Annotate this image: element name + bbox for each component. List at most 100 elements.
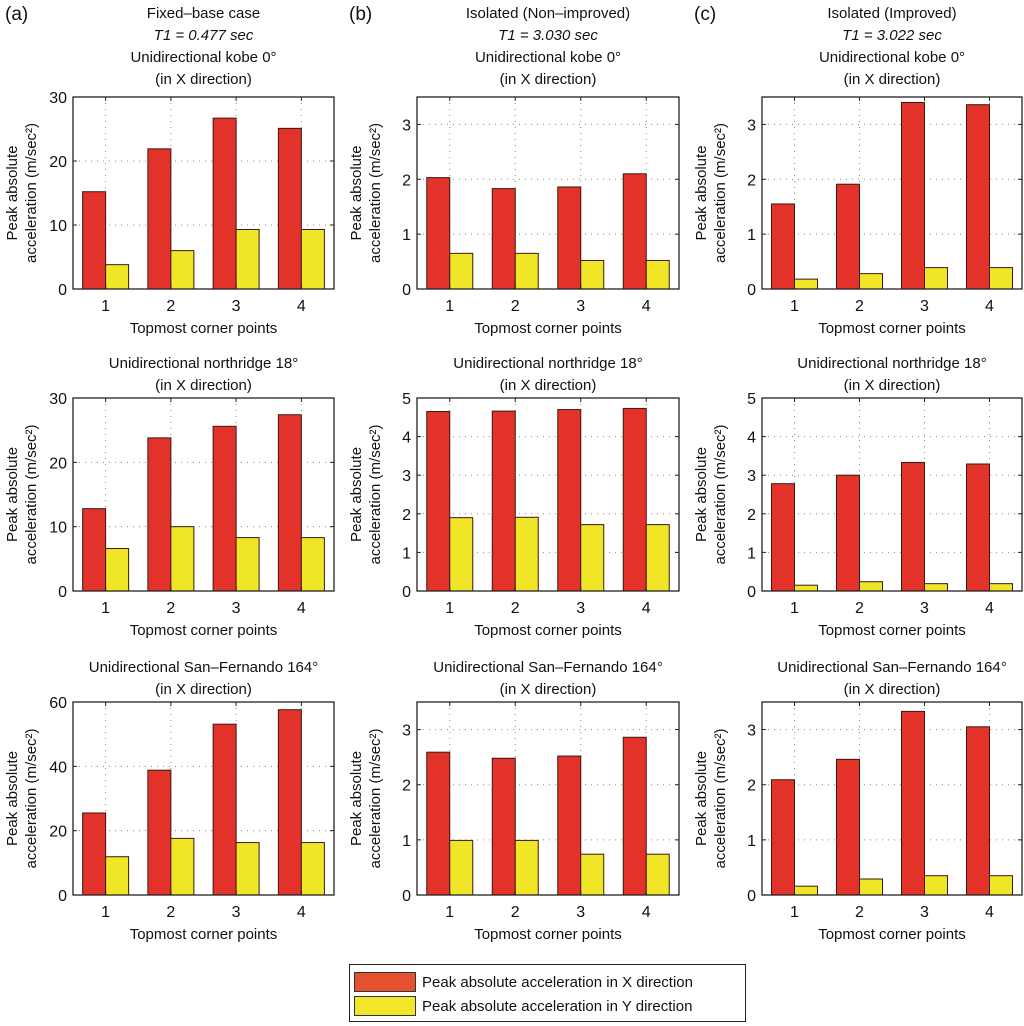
ytick-label: 0 (58, 888, 67, 905)
bar-x-direction (771, 779, 795, 896)
xtick-label: 2 (166, 600, 175, 617)
legend-swatch-y (354, 996, 416, 1016)
ytick-label: 20 (49, 154, 67, 171)
column-title: Isolated (Non–improved) (466, 5, 630, 22)
bar-y-direction (170, 250, 195, 290)
ytick-label: 60 (49, 695, 67, 712)
bar-y-direction (645, 524, 670, 592)
bar-y-direction (580, 524, 605, 592)
bar-y-direction (300, 842, 325, 896)
bar-x-direction (212, 425, 237, 592)
ytick-label: 20 (49, 824, 67, 841)
subplot-title: (in X direction) (155, 377, 252, 394)
xtick-label: 4 (985, 904, 994, 921)
xtick-label: 1 (445, 298, 454, 315)
subplot-title: Unidirectional San–Fernando 164° (777, 659, 1006, 676)
ytick-label: 4 (747, 430, 756, 447)
bar-y-direction (924, 583, 948, 592)
xtick-label: 3 (920, 298, 929, 315)
bar-y-direction (924, 267, 948, 290)
axes-frame (72, 701, 335, 896)
bar-y-direction (580, 853, 605, 896)
bar-y-direction (859, 581, 883, 592)
bar-x-direction (622, 736, 647, 896)
bar-y-direction (514, 839, 539, 896)
subplot-title: Unidirectional San–Fernando 164° (433, 659, 662, 676)
ytick-label: 10 (49, 520, 67, 537)
ytick-label: 1 (402, 227, 411, 244)
ytick-label: 3 (747, 117, 756, 134)
bar-x-direction (426, 177, 451, 290)
xtick-label: 1 (445, 600, 454, 617)
bar-y-direction (859, 273, 883, 290)
xtick-label: 3 (232, 904, 241, 921)
bar-y-direction (794, 885, 818, 896)
x-axis-label: Topmost corner points (818, 622, 966, 639)
xtick-label: 2 (855, 298, 864, 315)
bar-y-direction (300, 537, 325, 592)
subplot-title: Unidirectional northridge 18° (453, 355, 642, 372)
ytick-label: 3 (402, 117, 411, 134)
bar-x-direction (147, 148, 172, 290)
ytick-label: 0 (402, 888, 411, 905)
y-axis-label: acceleration (m/sec²) (367, 424, 384, 564)
y-axis-label: acceleration (m/sec²) (712, 424, 729, 564)
bar-y-direction (170, 837, 195, 896)
subplot-b-1: Unidirectional kobe 0° (in X direction) 0 1… (348, 49, 680, 337)
xtick-label: 2 (855, 600, 864, 617)
xtick-label: 4 (985, 600, 994, 617)
bar-y-direction (514, 516, 539, 592)
y-axis-label: Peak absolute (348, 447, 365, 542)
legend-label-x: Peak absolute acceleration in X directio… (422, 973, 693, 991)
axes-frame (761, 701, 1023, 896)
bar-y-direction (105, 548, 130, 592)
xtick-label: 2 (855, 904, 864, 921)
xtick-label: 1 (790, 904, 799, 921)
y-axis-label: Peak absolute (4, 145, 21, 240)
bar-y-direction (645, 853, 670, 896)
bar-x-direction (901, 710, 925, 896)
bar-x-direction (82, 508, 107, 592)
x-axis-label: Topmost corner points (818, 926, 966, 943)
ytick-label: 2 (402, 778, 411, 795)
bar-y-direction (235, 537, 260, 592)
ytick-label: 10 (49, 218, 67, 235)
y-axis-label: Peak absolute (4, 447, 21, 542)
ytick-label: 2 (402, 507, 411, 524)
x-axis-label: Topmost corner points (130, 320, 278, 337)
subplot-title: (in X direction) (844, 681, 941, 698)
y-axis-label: acceleration (m/sec²) (23, 728, 40, 868)
subplot-c-2: Unidirectional northridge 18° (in X direc… (693, 355, 1023, 639)
xtick-label: 1 (101, 904, 110, 921)
bar-y-direction (449, 839, 474, 896)
bar-x-direction (82, 191, 107, 290)
bar-x-direction (771, 203, 795, 290)
y-axis-label: Peak absolute (693, 145, 710, 240)
ytick-label: 0 (402, 282, 411, 299)
bar-y-direction (645, 259, 670, 290)
panel-label: (a) (5, 4, 28, 25)
bar-x-direction (426, 751, 451, 896)
legend-item-y: Peak absolute acceleration in Y directio… (354, 995, 692, 1017)
bar-x-direction (277, 709, 302, 896)
subplot-title: (in X direction) (844, 377, 941, 394)
x-axis-label: Topmost corner points (818, 320, 966, 337)
ytick-label: 1 (402, 545, 411, 562)
bar-x-direction (147, 769, 172, 896)
subplot-title: Unidirectional kobe 0° (130, 49, 276, 66)
ytick-label: 0 (402, 584, 411, 601)
subplot-title: Unidirectional northridge 18° (109, 355, 298, 372)
subplot-a-1: Unidirectional kobe 0° (in X direction) 0 1… (4, 49, 335, 337)
xtick-label: 3 (232, 600, 241, 617)
bar-y-direction (235, 228, 260, 290)
xtick-label: 2 (166, 298, 175, 315)
bar-y-direction (859, 878, 883, 896)
xtick-label: 1 (101, 298, 110, 315)
legend-swatch-x (354, 972, 416, 992)
ytick-label: 20 (49, 455, 67, 472)
ytick-label: 3 (402, 723, 411, 740)
ytick-label: 40 (49, 759, 67, 776)
xtick-label: 1 (790, 298, 799, 315)
bar-y-direction (514, 252, 539, 290)
